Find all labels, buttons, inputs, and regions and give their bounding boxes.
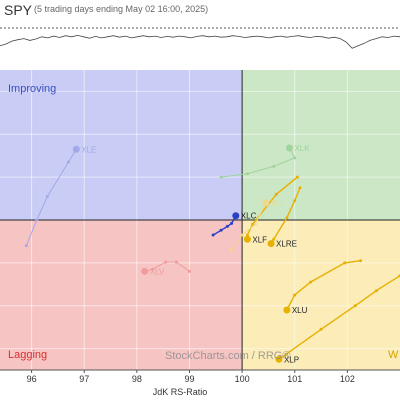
x-tick-label: 101 xyxy=(287,374,302,384)
trail-xle: XLE xyxy=(24,145,96,248)
trail-point xyxy=(230,248,234,252)
axis-background xyxy=(0,370,400,400)
trail-point xyxy=(298,186,302,190)
trail-point xyxy=(230,221,234,225)
point-label: XLU xyxy=(292,306,308,315)
x-axis-label: JdK RS-Ratio xyxy=(153,387,208,397)
grid-layer xyxy=(0,70,400,370)
quadrant-label-improving: Improving xyxy=(8,83,56,95)
x-tick-label: 100 xyxy=(235,374,250,384)
x-tick-label: 102 xyxy=(340,374,355,384)
trail-point xyxy=(187,269,191,273)
x-tick-label: 97 xyxy=(79,374,89,384)
trail-head xyxy=(262,199,270,207)
watermark-brand: StockCharts.com / RRG® xyxy=(165,350,290,362)
point-label: XLP xyxy=(284,355,299,364)
x-axis: 96 97 98 99 100 101 102 JdK RS-Ratio xyxy=(0,369,400,400)
trail-head xyxy=(232,212,240,220)
trail-point xyxy=(293,199,297,203)
trail-point xyxy=(219,175,223,179)
trail-point xyxy=(164,260,168,264)
trail-point xyxy=(295,175,299,179)
trail-xli: XLI xyxy=(230,199,283,252)
trail-xlv: XLV xyxy=(141,260,191,276)
trail-point xyxy=(272,164,276,168)
trail-head xyxy=(283,306,291,314)
trail-point xyxy=(272,237,276,241)
rrg-chart: XLC XLF XLRE XLU XLP XLE XLV XLK XLI Improving La… xyxy=(0,70,400,400)
quadrant-lagging xyxy=(0,220,243,370)
trail-point xyxy=(251,222,255,226)
trail-point xyxy=(285,216,289,220)
point-label: XLF xyxy=(252,235,267,244)
sparkline-background xyxy=(0,22,400,66)
trail-point xyxy=(35,218,39,222)
trail-point xyxy=(253,222,257,226)
trail-point xyxy=(240,233,244,237)
trail-xlk: XLK xyxy=(219,144,310,179)
trail-point xyxy=(211,233,215,237)
point-label: XLK xyxy=(294,144,310,153)
x-tick-label: 99 xyxy=(184,374,194,384)
trail-point xyxy=(24,244,28,248)
trail-layer: XLC XLF XLRE XLU XLP XLE XLV XLK XLI xyxy=(24,144,400,364)
point-label: XLC xyxy=(241,212,257,221)
point-label: XLRE xyxy=(276,240,297,249)
quadrant-leading xyxy=(242,70,400,220)
trail-point xyxy=(309,280,313,284)
point-label: XLV xyxy=(150,267,165,276)
quadrant-label-lagging: Lagging xyxy=(8,349,47,361)
quadrant-improving xyxy=(0,70,243,220)
trail-xlu: XLU xyxy=(283,259,363,315)
trail-xlc: XLC xyxy=(211,212,257,237)
trail-line xyxy=(231,202,267,251)
trail-point xyxy=(319,327,323,331)
trail-xlre: XLRE xyxy=(267,186,302,249)
trail-head xyxy=(285,144,293,152)
trail-point xyxy=(245,233,249,237)
price-sparkline xyxy=(0,22,400,66)
trail-point xyxy=(353,304,357,308)
trail-head xyxy=(72,145,80,153)
quadrant-layer xyxy=(0,70,400,370)
trail-xlf: XLF xyxy=(243,175,299,244)
trail-point xyxy=(343,261,347,265)
trail-point xyxy=(151,267,155,271)
symbol-title: SPY xyxy=(4,2,33,18)
trail-point xyxy=(274,192,278,196)
trail-head xyxy=(243,235,251,243)
trail-point xyxy=(293,293,297,297)
trail-point xyxy=(359,259,363,263)
quadrant-label-weakening: W xyxy=(388,349,399,361)
point-label: XLI xyxy=(271,199,283,208)
trail-point xyxy=(245,172,249,176)
sparkline-line xyxy=(0,34,400,49)
point-label: XLE xyxy=(81,145,96,154)
period-subtitle: (5 trading days ending May 02 16:00, 202… xyxy=(34,4,209,14)
x-tick-label: 96 xyxy=(27,374,37,384)
trail-point xyxy=(293,156,297,160)
trail-point xyxy=(374,289,378,293)
trail-head xyxy=(275,355,283,363)
trail-head xyxy=(141,267,149,275)
x-tick-label: 98 xyxy=(132,374,142,384)
chart-header: SPY (5 trading days ending May 02 16:00,… xyxy=(0,0,400,22)
trail-point xyxy=(66,160,70,164)
quadrant-label-layer: Improving Lagging W StockCharts.com / RRG® xyxy=(8,83,399,362)
trail-point xyxy=(219,228,223,232)
trail-point xyxy=(174,260,178,264)
trail-head xyxy=(267,240,275,248)
trail-point xyxy=(45,194,49,198)
trail-point xyxy=(225,224,229,228)
